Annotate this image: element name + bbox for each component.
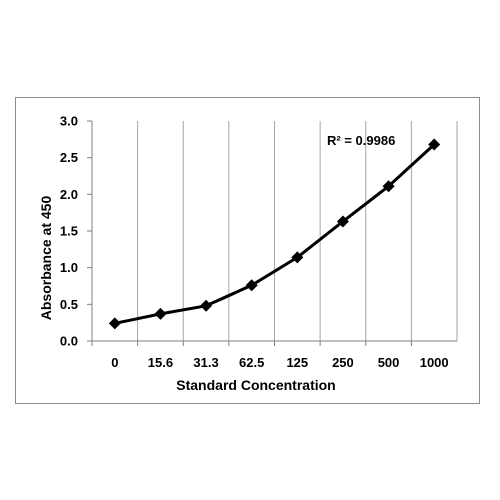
series-line [114, 143, 436, 325]
data-point-marker [382, 180, 395, 193]
series-layer [108, 138, 441, 330]
x-tick-label: 500 [378, 355, 400, 370]
data-point-marker [336, 215, 349, 228]
y-tick-label: 2.0 [60, 187, 78, 202]
x-tick-label: 31.3 [193, 355, 218, 370]
data-point-marker [291, 251, 304, 264]
y-tick-label: 0.0 [60, 334, 78, 349]
y-tick-label: 1.0 [60, 260, 78, 275]
x-axis-title: Standard Concentration [176, 377, 335, 393]
data-point-marker [108, 317, 121, 330]
x-tick-labels: 0 15.6 31.3 62.5 125 250 500 1000 [111, 355, 448, 370]
y-tick-label: 1.5 [60, 224, 78, 239]
axis-layer [87, 120, 457, 346]
data-point-marker [154, 307, 167, 320]
data-point-marker [245, 279, 258, 292]
y-axis-title: Absorbance at 450 [38, 196, 54, 321]
y-tick-label: 0.5 [60, 297, 78, 312]
grid-layer [91, 121, 458, 341]
x-tick-label: 62.5 [239, 355, 264, 370]
y-tick-label: 3.0 [60, 114, 78, 129]
data-point-marker [428, 138, 441, 151]
x-tick-label: 250 [332, 355, 354, 370]
r-squared-annotation: R² = 0.9986 [327, 133, 395, 148]
data-point-marker [200, 299, 213, 312]
y-tick-labels: 0.0 0.5 1.0 1.5 2.0 2.5 3.0 [60, 114, 78, 349]
y-tick-label: 2.5 [60, 150, 78, 165]
x-tick-label: 125 [286, 355, 308, 370]
x-tick-label: 15.6 [148, 355, 173, 370]
x-tick-label: 0 [111, 355, 118, 370]
x-tick-label: 1000 [420, 355, 449, 370]
